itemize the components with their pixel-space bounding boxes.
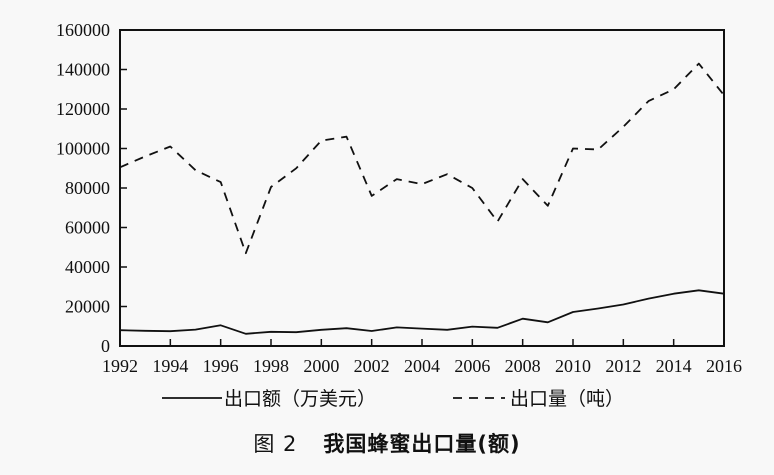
y-tick-label: 120000 bbox=[56, 99, 110, 119]
x-tick-label: 2010 bbox=[555, 356, 591, 376]
legend-label-export-volume: 出口量（吨） bbox=[510, 388, 624, 410]
x-tick-label: 1992 bbox=[102, 356, 138, 376]
y-tick-label: 40000 bbox=[65, 257, 110, 277]
y-axis-ticks: 0 20000 40000 60000 80000 100000 120000 140000 1… bbox=[56, 20, 127, 356]
x-tick-label: 1998 bbox=[253, 356, 289, 376]
y-tick-label: 140000 bbox=[56, 60, 110, 80]
x-tick-label: 2014 bbox=[656, 356, 692, 376]
x-tick-label: 2016 bbox=[706, 356, 742, 376]
legend-label-export-value: 出口额（万美元） bbox=[224, 388, 376, 410]
y-tick-label: 60000 bbox=[65, 218, 110, 238]
x-tick-label: 2002 bbox=[354, 356, 390, 376]
y-tick-label: 160000 bbox=[56, 20, 110, 40]
series-lines bbox=[119, 62, 725, 335]
line-chart: 1992 1994 1996 1998 2000 2002 2004 2006 2008 2010… bbox=[56, 20, 742, 410]
series-line-export-volume bbox=[119, 62, 725, 255]
chart-title: 我国蜂蜜出口量(额) bbox=[323, 432, 521, 456]
figure-number: 图 2 bbox=[253, 432, 298, 456]
y-tick-label: 0 bbox=[101, 336, 110, 356]
x-tick-label: 2006 bbox=[454, 356, 490, 376]
x-tick-label: 1996 bbox=[203, 356, 239, 376]
legend: 出口额（万美元） 出口量（吨） bbox=[162, 388, 624, 410]
x-tick-label: 2000 bbox=[303, 356, 339, 376]
plot-frame bbox=[119, 29, 725, 347]
x-tick-label: 2012 bbox=[605, 356, 641, 376]
x-tick-label: 2008 bbox=[505, 356, 541, 376]
y-tick-label: 20000 bbox=[65, 297, 110, 317]
x-tick-label: 1994 bbox=[152, 356, 188, 376]
figure-caption: 图 2 我国蜂蜜出口量(额) bbox=[0, 428, 774, 458]
y-tick-label: 100000 bbox=[56, 139, 110, 159]
x-tick-label: 2004 bbox=[404, 356, 440, 376]
y-tick-label: 80000 bbox=[65, 178, 110, 198]
x-axis-ticks: 1992 1994 1996 1998 2000 2002 2004 2006 2008 2010… bbox=[102, 339, 742, 376]
series-line-export-value bbox=[119, 289, 725, 335]
